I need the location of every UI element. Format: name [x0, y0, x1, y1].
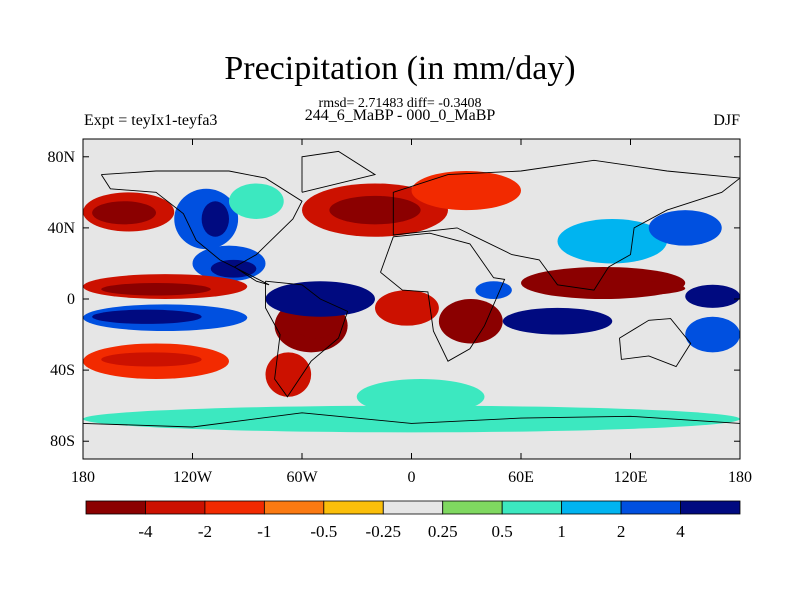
y-tick-label: 80N — [47, 149, 75, 166]
anomaly-region — [83, 405, 740, 433]
colorbar-swatch — [620, 500, 681, 515]
coastline — [301, 150, 377, 193]
anomaly-region — [201, 201, 229, 237]
colorbar-label: -0.25 — [366, 522, 401, 541]
anomaly-region — [92, 201, 156, 225]
anomaly-region — [356, 379, 485, 415]
anomaly-region — [375, 290, 439, 326]
anomaly-region — [575, 281, 686, 296]
colorbar-swatch — [501, 500, 563, 515]
anomaly-region — [685, 284, 740, 308]
coastline — [392, 159, 740, 291]
colorbar-swatch — [561, 500, 622, 515]
anomaly-region — [210, 259, 257, 278]
colorbar-swatch — [204, 500, 265, 515]
y-tick-label: 80S — [50, 433, 75, 450]
anomaly-region — [83, 437, 740, 459]
x-tick-label: 120W — [173, 469, 213, 486]
colorbar-label: 4 — [676, 522, 685, 541]
anomaly-region — [475, 281, 512, 299]
experiment-label: Expt = teyIx1-teyfa3 — [84, 112, 218, 129]
colorbar-swatch — [382, 500, 444, 515]
anomaly-region — [521, 313, 594, 328]
colorbar-label: -2 — [198, 522, 212, 541]
colorbar-label: 1 — [557, 522, 566, 541]
season-label: DJF — [713, 112, 740, 129]
x-tick-label: 60E — [508, 469, 534, 486]
anomaly-region — [265, 352, 312, 397]
anomaly-region — [648, 210, 722, 246]
anomaly-region — [92, 309, 202, 324]
anomaly-region — [329, 195, 421, 225]
colorbar-label: 0.5 — [492, 522, 513, 541]
y-tick-label: 0 — [67, 291, 75, 308]
anomaly-region — [438, 299, 503, 344]
colorbar-swatch — [145, 500, 206, 515]
anomaly-region — [101, 283, 211, 296]
stats-line: rmsd= 2.71483 diff= -0.3408 — [318, 96, 482, 111]
colorbar-label: -4 — [138, 522, 153, 541]
coastline-outlines — [83, 150, 740, 428]
x-tick-label: 180 — [728, 469, 752, 486]
coastline — [83, 412, 740, 428]
chart-subtitle: 244_6_MaBP - 000_0_MaBP — [304, 107, 496, 124]
colorbar-label: -1 — [257, 522, 271, 541]
axis-ticks: 180 120W 60W 0 60E 120E 180 80N 40N 0 40S 80S — [47, 139, 752, 486]
coastline — [100, 170, 303, 286]
colorbar-label: 0.25 — [428, 522, 458, 541]
x-tick-label: 120E — [614, 469, 648, 486]
x-tick-label: 0 — [408, 469, 416, 486]
anomaly-region — [411, 171, 521, 211]
colorbar-swatch — [442, 500, 503, 515]
y-tick-label: 40S — [50, 362, 75, 379]
colorbar-swatch — [680, 500, 741, 515]
anomaly-region — [685, 316, 740, 353]
colorbar-swatch — [85, 500, 146, 515]
colorbar: -4 -2 -1 -0.5 -0.25 0.25 0.5 1 2 4 — [85, 500, 741, 541]
colorbar-swatch — [323, 500, 384, 515]
anomaly-region — [229, 183, 284, 220]
coastline — [265, 280, 349, 398]
coastline — [380, 232, 506, 362]
colorbar-label: 2 — [617, 522, 626, 541]
x-tick-label: 180 — [71, 469, 95, 486]
colorbar-label: -0.5 — [310, 522, 337, 541]
x-tick-label: 60W — [286, 469, 318, 486]
chart-title: Precipitation (in mm/day) — [224, 50, 576, 87]
colorbar-swatch — [263, 500, 325, 515]
anomaly-region — [557, 219, 667, 264]
anomaly-region — [83, 139, 740, 166]
anomaly-region — [101, 352, 202, 367]
coastline — [619, 318, 692, 368]
precipitation-map — [83, 139, 740, 459]
y-tick-label: 40N — [47, 220, 75, 237]
anomaly-region — [393, 236, 521, 273]
